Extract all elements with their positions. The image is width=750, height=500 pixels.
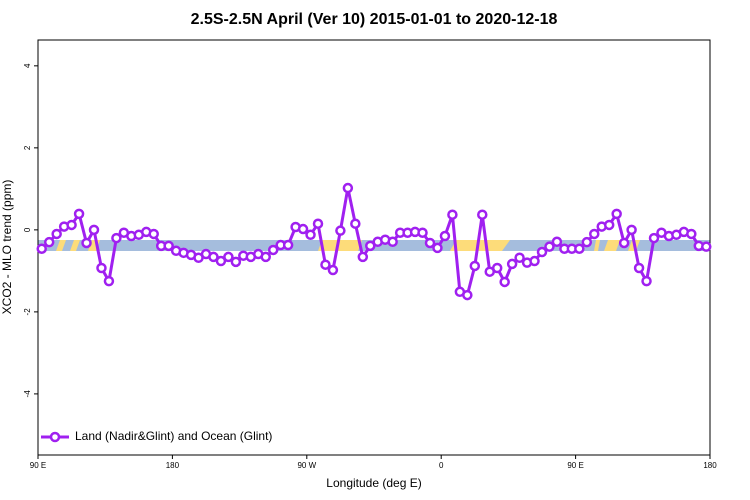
band-land (450, 240, 510, 251)
point (447, 209, 458, 220)
point (536, 246, 548, 258)
legend-label: Land (Nadir&Glint) and Ocean (Glint) (75, 429, 272, 443)
point (335, 225, 346, 236)
point (506, 258, 518, 270)
y-tick-label: -2 (23, 308, 32, 316)
band-land (56, 240, 66, 251)
y-axis-label: XCO2 - MLO trend (ppm) (0, 180, 14, 315)
x-tick-label: 0 (439, 461, 444, 470)
point (103, 275, 115, 287)
point (350, 218, 361, 229)
point (163, 240, 174, 252)
point (439, 230, 451, 242)
point (96, 262, 107, 274)
point (148, 228, 159, 240)
point (544, 241, 555, 252)
point (357, 251, 369, 263)
point (589, 228, 600, 240)
x-tick-label: 90 E (567, 461, 583, 470)
band-land (318, 240, 362, 251)
point (81, 237, 92, 249)
point (215, 255, 227, 267)
point (551, 236, 563, 248)
point (618, 237, 630, 249)
point (701, 241, 712, 252)
point (88, 224, 100, 236)
point (66, 219, 77, 231)
point (633, 262, 645, 274)
point (342, 182, 354, 194)
point (305, 229, 316, 241)
point (267, 244, 279, 256)
point (648, 232, 660, 244)
point (432, 242, 443, 254)
y-tick-label: 4 (23, 63, 32, 68)
point (327, 264, 339, 276)
point (469, 260, 481, 272)
point (477, 209, 488, 220)
legend: Land (Nadir&Glint) and Ocean (Glint) (41, 429, 272, 443)
point (387, 236, 398, 248)
x-tick-label: 90 W (297, 461, 316, 470)
point (574, 243, 585, 254)
y-tick-label: 2 (23, 145, 32, 150)
point (462, 289, 473, 301)
point (73, 208, 85, 220)
band-land (604, 240, 620, 251)
point (424, 237, 436, 249)
point (365, 240, 376, 252)
point (51, 228, 62, 240)
point (260, 251, 271, 263)
x-tick-label: 180 (166, 461, 180, 470)
x-tick-label: 90 E (30, 461, 46, 470)
point (603, 219, 615, 231)
point (491, 262, 503, 274)
x-axis-label: Longitude (deg E) (326, 476, 421, 490)
band-land (70, 240, 80, 251)
point (297, 223, 309, 235)
band-land (594, 240, 600, 251)
point (499, 276, 510, 288)
y-tick-label: -4 (23, 390, 32, 398)
point (312, 218, 324, 229)
point (626, 224, 637, 236)
point (208, 251, 219, 263)
point (230, 256, 242, 268)
point (581, 236, 593, 248)
point (417, 227, 428, 238)
point (611, 208, 622, 220)
y-tick-label: 0 (23, 227, 32, 232)
point (320, 259, 331, 270)
point (686, 228, 697, 240)
point (282, 239, 294, 251)
point (223, 251, 234, 263)
point (641, 275, 652, 287)
point (43, 236, 55, 248)
chart-title: 2.5S-2.5N April (Ver 10) 2015-01-01 to 2… (191, 11, 558, 28)
point (111, 232, 122, 244)
x-tick-label: 180 (703, 461, 717, 470)
point (514, 252, 525, 264)
legend-marker (49, 431, 61, 443)
point (529, 255, 540, 267)
point (36, 243, 47, 254)
